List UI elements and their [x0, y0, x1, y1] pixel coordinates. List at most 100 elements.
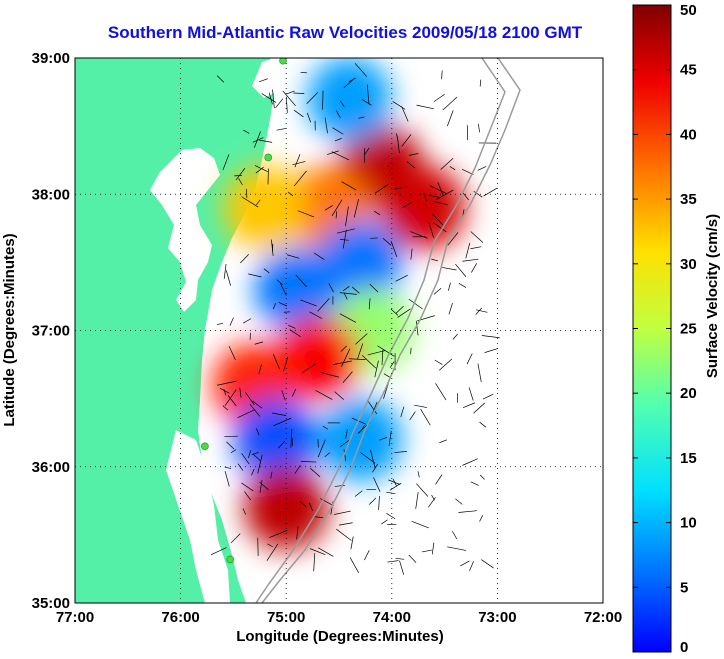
velocity-arrow	[259, 479, 263, 493]
velocity-arrow	[431, 542, 435, 555]
velocity-blob	[307, 58, 392, 141]
velocity-arrow	[408, 554, 417, 563]
velocity-arrow	[389, 361, 395, 368]
velocity-arrow	[358, 116, 365, 119]
velocity-arrow	[386, 513, 396, 520]
velocity-arrow	[394, 451, 407, 453]
velocity-arrow	[229, 317, 234, 326]
velocity-blob	[275, 315, 360, 400]
velocity-arrow	[381, 519, 388, 525]
velocity-arrow	[477, 363, 482, 383]
velocity-arrow	[332, 360, 352, 365]
velocity-arrow	[455, 498, 463, 505]
velocity-arrow	[429, 185, 447, 195]
velocity-arrow	[272, 353, 280, 370]
velocity-arrow	[278, 301, 288, 307]
velocity-arrow	[428, 497, 436, 508]
velocity-arrow	[254, 341, 264, 345]
velocity-arrow	[235, 167, 246, 181]
velocity-arrow	[415, 492, 419, 509]
velocity-arrow	[449, 166, 456, 171]
velocity-arrow	[350, 536, 354, 550]
colorbar-tick-label: 0	[680, 639, 688, 656]
velocity-blob	[318, 397, 403, 482]
velocity-arrow	[442, 267, 457, 271]
velocity-arrow	[353, 199, 359, 218]
velocity-arrow	[275, 98, 284, 109]
colorbar-tick-label: 45	[680, 62, 697, 79]
x-tick-label: 72:00	[584, 609, 622, 626]
velocity-arrow	[267, 543, 274, 548]
velocity-arrow	[297, 210, 315, 218]
colorbar-ticks: 0 5 10 15 20 25 30 35 40 45 50	[633, 2, 697, 656]
velocity-arrow	[276, 128, 286, 131]
velocity-arrow	[438, 358, 453, 371]
velocity-arrow	[481, 335, 500, 339]
velocity-arrow	[392, 101, 406, 110]
velocity-arrow	[479, 421, 487, 428]
velocity-arrow	[343, 449, 347, 462]
velocity-arrow	[294, 154, 301, 168]
velocity-arrow	[400, 406, 405, 418]
velocity-arrow	[252, 400, 263, 409]
velocity-arrow	[239, 387, 242, 398]
velocity-arrow	[386, 491, 396, 495]
velocity-arrow	[447, 232, 459, 246]
velocity-arrow	[293, 109, 304, 118]
velocity-arrow	[362, 99, 372, 106]
y-tick-label: 39:00	[32, 50, 70, 67]
velocity-arrow	[482, 393, 494, 400]
velocity-arrow	[368, 497, 377, 505]
velocity-arrow	[364, 147, 370, 155]
velocity-arrow	[281, 390, 286, 401]
y-tick-label: 37:00	[32, 323, 70, 340]
y-tick-label: 36:00	[32, 459, 70, 476]
velocity-arrow	[335, 211, 338, 219]
velocity-arrow	[228, 346, 236, 361]
velocity-arrow	[251, 451, 259, 455]
velocity-arrows	[210, 63, 500, 575]
velocity-arrow	[382, 238, 392, 246]
velocity-arrow	[306, 112, 312, 123]
velocity-arrow	[226, 441, 235, 450]
velocity-arrow	[249, 403, 261, 417]
velocity-arrow	[447, 546, 466, 551]
velocity-arrow	[475, 307, 482, 315]
y-tick-label: 35:00	[32, 595, 70, 612]
velocity-arrow	[271, 412, 287, 416]
velocity-arrow	[377, 345, 395, 357]
velocity-arrow	[354, 490, 363, 497]
velocity-arrow	[306, 92, 318, 104]
velocity-arrow	[270, 471, 273, 479]
velocity-arrow	[470, 481, 479, 486]
velocity-arrow	[339, 313, 357, 323]
velocity-arrow	[245, 392, 255, 406]
velocity-arrow	[222, 405, 229, 411]
colorbar-tick-label: 35	[680, 191, 697, 208]
isobath-line	[255, 58, 506, 603]
velocity-arrow	[256, 199, 261, 206]
velocity-arrow	[276, 279, 283, 285]
isobath-line	[261, 58, 521, 603]
chart-title: Southern Mid-Atlantic Raw Velocities 200…	[108, 23, 583, 42]
colorbar-tick-label: 50	[680, 2, 697, 19]
velocity-arrow	[466, 353, 473, 365]
velocity-arrow	[366, 399, 378, 415]
y-axis-label: Latitude (Degrees:Minutes)	[1, 233, 18, 426]
velocity-arrow	[295, 274, 307, 287]
velocity-arrow	[324, 117, 328, 134]
velocity-arrow	[238, 178, 243, 186]
velocity-arrow	[473, 190, 483, 198]
velocity-arrow	[216, 380, 237, 386]
velocity-arrow	[436, 189, 454, 200]
velocity-arrow	[210, 547, 227, 555]
y-tick-label: 38:00	[32, 186, 70, 203]
velocity-arrow	[336, 528, 352, 541]
velocity-arrow	[343, 286, 350, 291]
velocity-arrow	[286, 254, 300, 259]
velocity-arrow	[416, 483, 429, 497]
velocity-arrow	[332, 127, 344, 135]
velocity-blob	[233, 397, 318, 482]
velocity-arrow	[269, 529, 288, 538]
x-tick-label: 76:00	[161, 609, 199, 626]
